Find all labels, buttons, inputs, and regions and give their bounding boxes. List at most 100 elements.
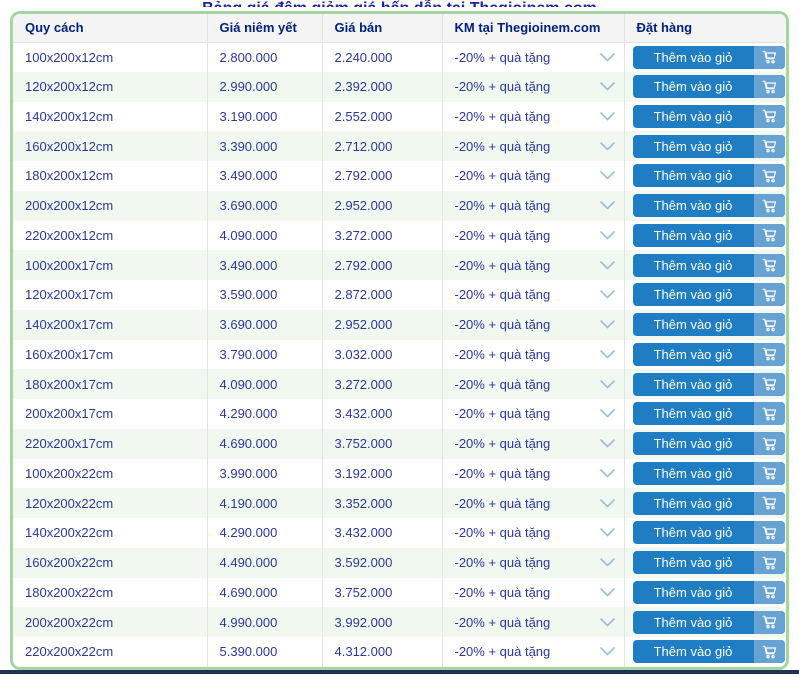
sale-price-cell: 3.272.000 [334, 227, 393, 243]
add-to-cart-button[interactable]: Thêm vào giỏ [632, 134, 785, 158]
add-to-cart-label: Thêm vào giỏ [653, 287, 733, 303]
chevron-down-icon [599, 320, 615, 329]
promo-dropdown[interactable]: -20% + quà tặng [443, 555, 624, 570]
promo-dropdown[interactable]: -20% + quà tặng [443, 50, 624, 65]
size-cell: 220x200x17cm [25, 436, 114, 452]
sale-price-cell: 3.272.000 [334, 376, 393, 392]
add-to-cart-label: Thêm vào giỏ [653, 257, 733, 273]
add-to-cart-button[interactable]: Thêm vào giỏ [632, 491, 785, 515]
promo-dropdown[interactable]: -20% + quà tặng [443, 615, 624, 630]
sale-price-cell: 2.552.000 [334, 108, 393, 124]
promo-dropdown[interactable]: -20% + quà tặng [443, 466, 624, 481]
size-cell: 120x200x12cm [25, 79, 114, 95]
promo-dropdown[interactable]: -20% + quà tặng [443, 585, 624, 600]
add-to-cart-button[interactable]: Thêm vào giỏ [632, 402, 785, 426]
promo-dropdown[interactable]: -20% + quà tặng [443, 109, 624, 124]
cart-icon [753, 372, 785, 396]
promo-dropdown[interactable]: -20% + quà tặng [443, 287, 624, 302]
promo-dropdown[interactable]: -20% + quà tặng [443, 258, 624, 273]
add-to-cart-button[interactable]: Thêm vào giỏ [632, 104, 785, 128]
chevron-down-icon [599, 290, 615, 299]
chevron-down-icon [599, 171, 615, 180]
list-price-cell: 4.290.000 [219, 406, 278, 422]
size-cell: 100x200x17cm [25, 257, 114, 273]
promo-dropdown[interactable]: -20% + quà tặng [443, 496, 624, 511]
cart-icon [753, 283, 785, 307]
add-to-cart-button[interactable]: Thêm vào giỏ [632, 164, 785, 188]
add-to-cart-button[interactable]: Thêm vào giỏ [632, 610, 785, 634]
add-to-cart-button[interactable]: Thêm vào giỏ [632, 372, 785, 396]
size-cell: 140x200x22cm [25, 525, 114, 541]
chevron-down-icon [599, 498, 615, 507]
add-to-cart-button[interactable]: Thêm vào giỏ [632, 580, 785, 604]
price-table-container: Quy cách Giá niêm yết Giá bán KM tại The… [10, 11, 789, 670]
size-cell: 180x200x17cm [25, 376, 114, 392]
promo-label: -20% + quà tặng [454, 287, 551, 303]
cart-icon [753, 253, 785, 277]
promo-label: -20% + quà tặng [454, 495, 551, 511]
chevron-down-icon [599, 439, 615, 448]
promo-dropdown[interactable]: -20% + quà tặng [443, 198, 624, 213]
promo-dropdown[interactable]: -20% + quà tặng [443, 139, 624, 154]
sale-price-cell: 2.872.000 [334, 287, 393, 303]
size-cell: 140x200x17cm [25, 317, 114, 333]
table-row: 100x200x12cm 2.800.000 2.240.000 -20% + … [13, 42, 786, 72]
list-price-cell: 4.290.000 [219, 525, 278, 541]
list-price-cell: 3.390.000 [219, 138, 278, 154]
add-to-cart-button[interactable]: Thêm vào giỏ [632, 223, 785, 247]
promo-dropdown[interactable]: -20% + quà tặng [443, 406, 624, 421]
list-price-cell: 3.490.000 [219, 257, 278, 273]
sale-price-cell: 2.392.000 [334, 79, 393, 95]
cart-icon [753, 610, 785, 634]
add-to-cart-button[interactable]: Thêm vào giỏ [632, 521, 785, 545]
add-to-cart-button[interactable]: Thêm vào giỏ [632, 75, 785, 99]
add-to-cart-button[interactable]: Thêm vào giỏ [632, 551, 785, 575]
cart-icon [753, 104, 785, 128]
add-to-cart-label: Thêm vào giỏ [653, 317, 733, 333]
sale-price-cell: 3.592.000 [334, 555, 393, 571]
promo-dropdown[interactable]: -20% + quà tặng [443, 228, 624, 243]
add-to-cart-label: Thêm vào giỏ [653, 198, 733, 214]
promo-dropdown[interactable]: -20% + quà tặng [443, 525, 624, 540]
add-to-cart-button[interactable]: Thêm vào giỏ [632, 253, 785, 277]
promo-dropdown[interactable]: -20% + quà tặng [443, 377, 624, 392]
chevron-down-icon [599, 231, 615, 240]
add-to-cart-button[interactable]: Thêm vào giỏ [632, 432, 785, 456]
sale-price-cell: 3.752.000 [334, 584, 393, 600]
add-to-cart-button[interactable]: Thêm vào giỏ [632, 461, 785, 485]
add-to-cart-button[interactable]: Thêm vào giỏ [632, 640, 785, 664]
add-to-cart-button[interactable]: Thêm vào giỏ [632, 45, 785, 69]
promo-label: -20% + quà tặng [454, 317, 551, 333]
chevron-down-icon [599, 528, 615, 537]
sale-price-cell: 3.992.000 [334, 614, 393, 630]
sale-price-cell: 2.952.000 [334, 198, 393, 214]
add-to-cart-button[interactable]: Thêm vào giỏ [632, 194, 785, 218]
list-price-cell: 4.690.000 [219, 436, 278, 452]
list-price-cell: 4.990.000 [219, 614, 278, 630]
list-price-cell: 4.090.000 [219, 376, 278, 392]
promo-dropdown[interactable]: -20% + quà tặng [443, 168, 624, 183]
promo-dropdown[interactable]: -20% + quà tặng [443, 317, 624, 332]
table-row: 120x200x12cm 2.990.000 2.392.000 -20% + … [13, 71, 786, 102]
promo-dropdown[interactable]: -20% + quà tặng [443, 436, 624, 451]
chevron-down-icon [599, 52, 615, 61]
chevron-down-icon [599, 409, 615, 418]
add-to-cart-label: Thêm vào giỏ [653, 614, 733, 630]
chevron-down-icon [599, 112, 615, 121]
table-row: 100x200x17cm 3.490.000 2.792.000 -20% + … [13, 250, 786, 280]
header-promo: KM tại Thegioinem.com [441, 14, 624, 43]
add-to-cart-button[interactable]: Thêm vào giỏ [632, 342, 785, 366]
chevron-down-icon [599, 82, 615, 91]
table-header-row: Quy cách Giá niêm yết Giá bán KM tại The… [13, 14, 786, 43]
price-table: Quy cách Giá niêm yết Giá bán KM tại The… [13, 14, 786, 667]
table-row: 140x200x17cm 3.690.000 2.952.000 -20% + … [13, 309, 786, 340]
header-list-price: Giá niêm yết [206, 14, 322, 43]
promo-dropdown[interactable]: -20% + quà tặng [443, 644, 624, 659]
promo-dropdown[interactable]: -20% + quà tặng [443, 79, 624, 94]
promo-dropdown[interactable]: -20% + quà tặng [443, 347, 624, 362]
add-to-cart-button[interactable]: Thêm vào giỏ [632, 283, 785, 307]
table-row: 220x200x17cm 4.690.000 3.752.000 -20% + … [13, 428, 786, 459]
table-row: 120x200x17cm 3.590.000 2.872.000 -20% + … [13, 280, 786, 310]
add-to-cart-button[interactable]: Thêm vào giỏ [632, 313, 785, 337]
cart-icon [753, 402, 785, 426]
